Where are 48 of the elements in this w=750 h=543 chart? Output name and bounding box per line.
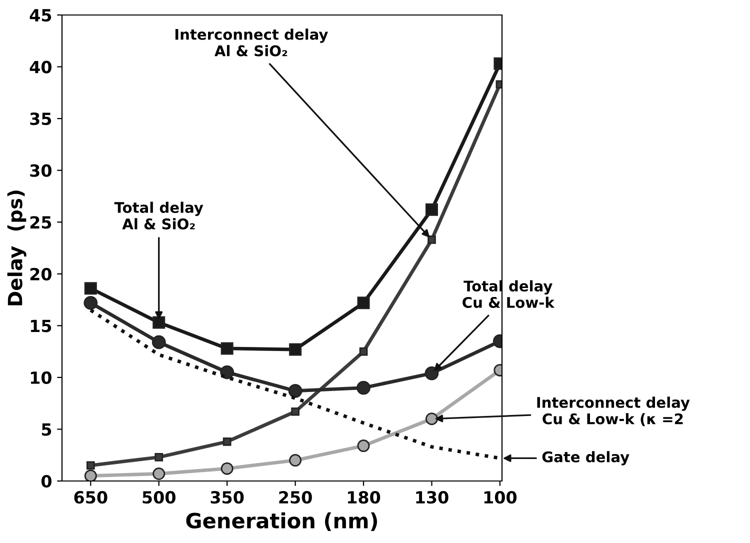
point <box>220 365 234 380</box>
x-tick-label: 650 <box>74 491 108 504</box>
point <box>424 366 439 380</box>
point <box>220 342 234 355</box>
point <box>291 407 300 416</box>
point <box>86 461 95 470</box>
point <box>152 316 166 329</box>
point <box>425 203 438 216</box>
x-tick-label: 130 <box>416 491 448 504</box>
point <box>222 437 232 446</box>
point <box>84 296 98 310</box>
x-axis-title: Generation (nm) <box>186 512 378 531</box>
point <box>356 380 370 395</box>
x-tick-label: 180 <box>348 491 380 504</box>
point <box>289 343 302 356</box>
annotation: Total delay Cu & Low-k <box>462 280 555 308</box>
point <box>152 335 166 350</box>
point <box>152 468 166 480</box>
point <box>357 440 370 452</box>
point <box>220 462 234 475</box>
point <box>428 236 436 244</box>
point <box>84 282 97 295</box>
y-tick-label: 30 <box>30 164 52 177</box>
point <box>288 384 302 398</box>
x-tick-label: 500 <box>142 491 176 504</box>
y-axis-title: Delay (ps) <box>7 190 26 306</box>
y-tick-label: 35 <box>30 112 52 126</box>
y-tick-label: 25 <box>30 216 52 229</box>
annotation: Interconnect delay Al & SiO₂ <box>175 28 328 56</box>
point <box>359 347 368 356</box>
y-tick-label: 45 <box>30 9 52 22</box>
y-tick-label: 40 <box>30 60 52 74</box>
point <box>289 454 302 467</box>
y-tick-label: 5 <box>42 423 52 436</box>
point <box>154 453 164 462</box>
annotation: Interconnect delay Cu & Low-k (κ =2 <box>537 396 690 426</box>
y-tick-label: 10 <box>30 371 52 384</box>
x-tick-label: 250 <box>279 491 312 504</box>
y-tick-label: 15 <box>30 320 52 332</box>
annotation: Total delay Al & SiO₂ <box>114 202 204 230</box>
y-tick-label: 20 <box>30 268 52 280</box>
y-tick-label: 0 <box>41 474 52 488</box>
x-tick-label: 100 <box>484 491 517 504</box>
point <box>357 296 370 310</box>
x-tick-label: 350 <box>210 491 244 504</box>
annotation: Gate delay <box>542 451 630 466</box>
point <box>84 470 97 481</box>
point <box>425 412 438 426</box>
